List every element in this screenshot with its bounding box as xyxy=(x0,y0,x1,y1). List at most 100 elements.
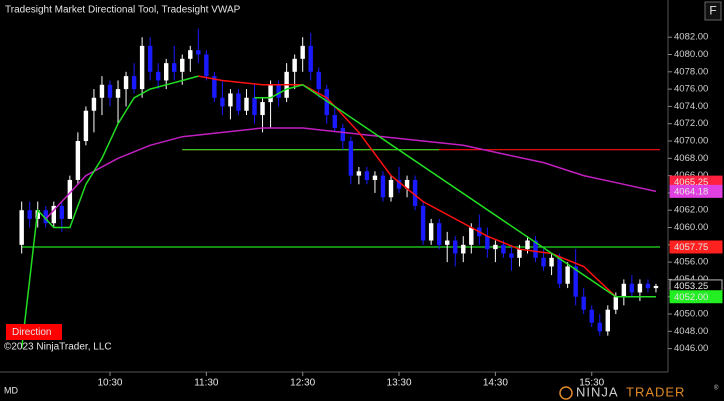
candle-body xyxy=(220,97,225,107)
logo-registered: ® xyxy=(714,385,719,392)
price-marker xyxy=(669,184,723,198)
candle-body xyxy=(412,179,418,206)
candle-body xyxy=(637,283,643,293)
candle-body xyxy=(461,244,466,254)
y-tick-label: 4062.00 xyxy=(674,205,708,216)
candle-body xyxy=(308,45,313,72)
indicator-label: Direction xyxy=(12,327,51,338)
plot xyxy=(19,28,660,349)
candle-body xyxy=(621,283,627,297)
x-tick-label: 12:30 xyxy=(290,378,315,389)
candle-body xyxy=(180,58,185,72)
candle-body xyxy=(565,266,570,284)
candle-body xyxy=(589,309,594,323)
logo-ninja: NINJA xyxy=(576,384,619,399)
candle-body xyxy=(147,45,153,72)
candle-body xyxy=(348,141,354,176)
candle-body xyxy=(549,257,554,267)
indicator-label-box xyxy=(6,324,62,340)
candle-body xyxy=(581,296,586,310)
y-tick-label: 4072.00 xyxy=(674,118,708,129)
price-marker-label: 4052.00 xyxy=(674,292,708,303)
y-tick-label: 4056.00 xyxy=(674,257,708,268)
candle-body xyxy=(43,210,48,224)
price-marker-label: 4057.75 xyxy=(674,242,708,253)
candle-body xyxy=(91,97,97,111)
y-tick-label: 4046.00 xyxy=(674,343,708,354)
candle-body xyxy=(292,58,297,72)
candle-body xyxy=(300,45,305,59)
candle-body xyxy=(67,179,73,219)
x-tick-label: 14:30 xyxy=(483,378,508,389)
candle-body xyxy=(525,240,530,250)
candle-body xyxy=(340,128,346,142)
candle-body xyxy=(404,179,410,189)
candle-body xyxy=(597,322,602,332)
price-marker xyxy=(669,290,723,304)
candle-body xyxy=(501,244,506,254)
candle-body xyxy=(268,84,273,103)
candle-body xyxy=(485,236,490,250)
candle-body xyxy=(517,249,522,258)
candle-body xyxy=(188,50,193,59)
candle-body xyxy=(123,76,129,90)
candle-body xyxy=(469,227,474,245)
price-marker xyxy=(669,240,723,254)
y-tick-label: 4068.00 xyxy=(674,153,708,164)
copyright: ©2023 NinjaTrader, LLC xyxy=(4,342,112,353)
candle-body xyxy=(228,93,233,107)
indicator-line xyxy=(45,127,657,220)
logo-trader: TRADER xyxy=(626,384,685,399)
candle-body xyxy=(27,210,32,219)
candle-body xyxy=(541,257,546,267)
candle-body xyxy=(380,175,386,198)
x-tick-label: 13:30 xyxy=(387,378,412,389)
candle-body xyxy=(75,141,81,180)
candle-body xyxy=(364,171,370,180)
button-box[interactable] xyxy=(704,1,722,21)
candle-body xyxy=(172,63,177,72)
candle-body xyxy=(557,257,562,284)
candle-body xyxy=(316,71,321,90)
candle-body xyxy=(509,253,514,258)
indicator-line xyxy=(20,75,656,349)
price-marker-label: 4053.25 xyxy=(674,281,708,292)
candle-body xyxy=(163,63,169,81)
price-marker-label: 4064.18 xyxy=(674,186,708,197)
candle-body xyxy=(388,179,394,198)
candle-body xyxy=(444,240,450,245)
candle-body xyxy=(396,179,402,189)
candle-body xyxy=(453,240,458,254)
y-tick-label: 4060.00 xyxy=(674,222,708,233)
indicator-line xyxy=(198,75,617,298)
candle-body xyxy=(236,93,241,111)
candle-body xyxy=(276,84,281,98)
candle-body xyxy=(372,175,378,180)
candle-body xyxy=(107,84,113,98)
candle-body xyxy=(83,110,89,142)
candle-body xyxy=(131,76,137,90)
y-tick-label: 4050.00 xyxy=(674,309,708,320)
candle-body xyxy=(629,283,635,293)
candle-body xyxy=(51,205,57,224)
button-label[interactable]: F xyxy=(709,4,716,18)
candle-body xyxy=(493,244,498,250)
candle-body xyxy=(436,223,442,245)
candle-body xyxy=(252,97,257,116)
candle-body xyxy=(613,296,619,310)
y-tick-label: 4074.00 xyxy=(674,101,708,112)
y-tick-label: 4076.00 xyxy=(674,84,708,95)
logo-icon xyxy=(559,386,573,400)
candle-body xyxy=(653,285,659,289)
candle-body xyxy=(204,54,209,77)
candle-body xyxy=(573,266,578,297)
candle-body xyxy=(533,240,538,258)
y-tick-label: 4078.00 xyxy=(674,66,708,77)
candle-body xyxy=(605,309,610,332)
x-tick-label: 15:30 xyxy=(579,378,604,389)
candle-body xyxy=(99,84,105,98)
candle-body xyxy=(155,71,161,81)
y-tick-label: 4048.00 xyxy=(674,326,708,337)
candle-body xyxy=(196,50,201,55)
